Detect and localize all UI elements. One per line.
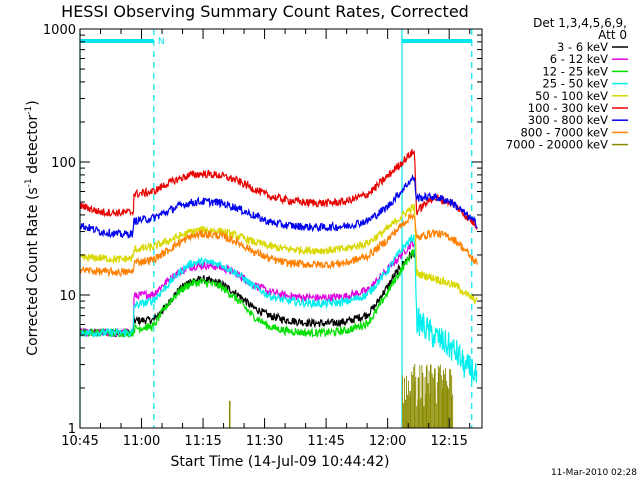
y-axis-label-sup2: -1: [24, 106, 34, 115]
y-axis-label-base: Corrected Count Rate (s: [25, 187, 41, 355]
legend-header-line-1: Det 1,3,4,5,6,9,: [533, 16, 627, 30]
y-tick-label: 1: [68, 422, 76, 437]
x-tick-label: 11:45: [307, 434, 344, 449]
legend-label: 12 - 25 keV: [542, 64, 608, 78]
y-axis-label-sup1: -1: [24, 178, 34, 187]
legend-label: 6 - 12 keV: [550, 52, 608, 66]
series-line-0: [79, 248, 415, 338]
x-tick-label: 12:00: [369, 434, 406, 449]
y-tick-label: 100: [51, 156, 76, 171]
series-line-5: [79, 148, 478, 231]
legend-header-line-2: Att 0: [598, 28, 627, 42]
legend-label: 50 - 100 keV: [535, 89, 608, 103]
series-line-3: [79, 234, 478, 383]
axes: 1 10 100 1000 10:45 11:00 11:15 11:30 11:45 12:00…: [43, 23, 483, 449]
chart-title: HESSI Observing Summary Count Rates, Cor…: [61, 2, 469, 21]
x-tick-label: 10:45: [61, 434, 98, 449]
plot-area: N: [79, 29, 478, 428]
legend-label: 3 - 6 keV: [557, 40, 608, 54]
series-line-6: [79, 173, 478, 239]
legend-label: 300 - 800 keV: [528, 113, 608, 127]
legend-label: 25 - 50 keV: [542, 77, 608, 91]
x-tick-label: 11:30: [246, 434, 283, 449]
y-tick-label: 10: [59, 289, 76, 304]
y-axis-label-mid: detector: [25, 115, 41, 179]
x-tick-label: 11:00: [123, 434, 160, 449]
plot-frame: [79, 28, 483, 429]
y-axis-label: Corrected Count Rate (s-1 detector-1): [24, 100, 41, 355]
x-tick-label: 12:15: [430, 434, 467, 449]
night-marker: N: [158, 37, 165, 47]
legend-label: 800 - 7000 keV: [520, 125, 608, 139]
timestamp: 11-Mar-2010 02:28: [551, 468, 637, 478]
legend-label: 100 - 300 keV: [528, 101, 608, 115]
x-tick-label: 11:15: [184, 434, 221, 449]
series-line-7: [79, 212, 478, 278]
legend-label: 7000 - 20000 keV: [506, 138, 608, 152]
y-tick-label: 1000: [43, 23, 76, 38]
series-line-2: [79, 249, 415, 339]
y-axis-label-end: ): [25, 100, 41, 105]
series-line-4: [79, 203, 478, 305]
x-axis-label: Start Time (14-Jul-09 10:44:42): [170, 454, 389, 470]
